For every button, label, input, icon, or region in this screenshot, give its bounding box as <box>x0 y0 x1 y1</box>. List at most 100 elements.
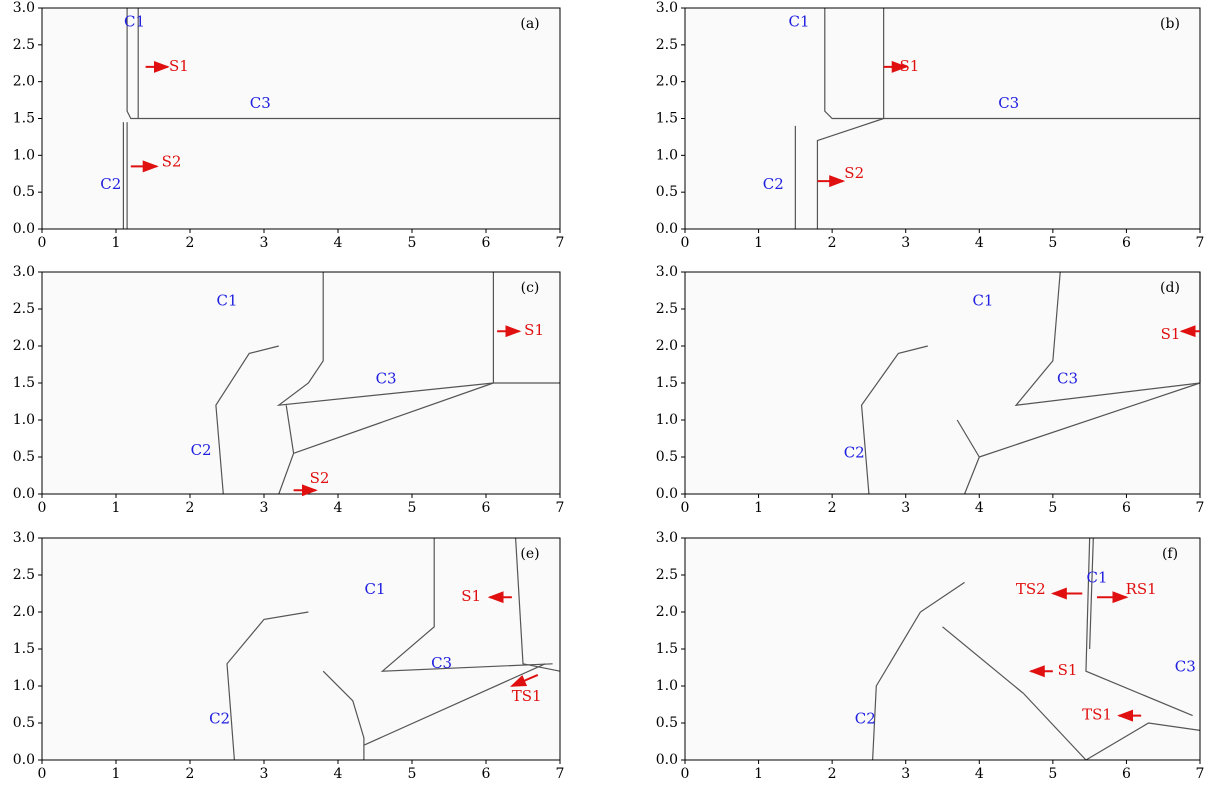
flow-feature <box>1085 537 1193 717</box>
x-tick-label: 5 <box>1048 766 1057 782</box>
x-tick-label: 7 <box>556 500 565 516</box>
y-tick-label: 3.0 <box>656 0 678 16</box>
flow-feature <box>293 382 494 454</box>
x-tick-label: 4 <box>334 500 343 516</box>
y-tick-label: 3.0 <box>656 264 678 280</box>
x-tick-label: 0 <box>681 235 690 251</box>
annotation: S1 <box>1161 325 1181 343</box>
x-tick-label: 2 <box>186 500 195 516</box>
x-tick-label: 0 <box>38 766 47 782</box>
y-tick-label: 1.0 <box>13 147 35 163</box>
annotation: TS1 <box>1082 706 1112 724</box>
flow-feature <box>1022 692 1087 761</box>
y-tick-label: 2.0 <box>656 604 678 620</box>
x-tick-label: 0 <box>38 500 47 516</box>
panel: 0 1 2 3 4 5 6 7 0.0 0.5 1.0 1.5 2.0 2.5 3.0 (e) C1 S1 C3 TS… <box>13 530 565 782</box>
x-tick-label: 7 <box>1196 235 1205 251</box>
flow-feature <box>380 538 553 672</box>
annotation: C3 <box>376 369 397 387</box>
x-tick-label: 4 <box>334 766 343 782</box>
y-tick-label: 0.0 <box>656 221 678 237</box>
x-tick-label: 4 <box>975 235 984 251</box>
panel-label: (a) <box>520 16 539 32</box>
x-tick-label: 4 <box>334 235 343 251</box>
y-tick-label: 1.0 <box>13 412 35 428</box>
y-tick-label: 0.5 <box>656 449 678 465</box>
annotation: C2 <box>209 709 230 727</box>
flow-feature <box>860 345 928 495</box>
y-tick-label: 3.0 <box>13 264 35 280</box>
flow-feature <box>979 382 1201 458</box>
annotation: C2 <box>763 175 784 193</box>
y-tick-label: 2.5 <box>13 37 35 53</box>
x-tick-label: 2 <box>828 235 837 251</box>
y-tick-label: 2.5 <box>656 37 678 53</box>
y-tick-label: 1.5 <box>656 641 678 657</box>
annotation: C3 <box>431 654 452 672</box>
y-tick-label: 0.0 <box>656 486 678 502</box>
flow-feature <box>1085 722 1201 761</box>
annotation: C3 <box>1175 658 1196 676</box>
x-tick-label: 6 <box>482 766 491 782</box>
x-tick-label: 3 <box>260 500 269 516</box>
y-tick-label: 2.0 <box>13 74 35 90</box>
annotation: C3 <box>250 94 271 112</box>
annotation: C1 <box>1086 569 1107 587</box>
x-tick-label: 3 <box>901 235 910 251</box>
annotation: S2 <box>844 164 864 182</box>
x-tick-label: 0 <box>38 235 47 251</box>
panel-label: (c) <box>521 280 540 296</box>
y-tick-label: 2.0 <box>13 604 35 620</box>
plot-area <box>42 538 560 760</box>
x-tick-label: 5 <box>408 500 417 516</box>
annotation: S2 <box>162 153 182 171</box>
plot-area <box>685 538 1200 760</box>
panel-label: (e) <box>520 546 539 562</box>
annotation: C2 <box>100 175 121 193</box>
annotation: S1 <box>1058 661 1078 679</box>
panel: 0 1 2 3 4 5 6 7 0.0 0.5 1.0 1.5 2.0 2.5 3.0 (a) C1 S1 C3 S2… <box>13 0 565 251</box>
annotation: S1 <box>169 57 189 75</box>
panel-label: (d) <box>1160 280 1180 296</box>
flow-feature <box>824 8 1200 120</box>
x-tick-label: 7 <box>556 235 565 251</box>
y-tick-label: 2.0 <box>13 338 35 354</box>
annotation: C1 <box>216 292 237 310</box>
x-tick-label: 6 <box>1122 500 1131 516</box>
y-tick-label: 0.0 <box>13 221 35 237</box>
x-tick-label: 5 <box>1048 500 1057 516</box>
y-tick-label: 3.0 <box>656 530 678 546</box>
y-tick-label: 1.0 <box>13 678 35 694</box>
x-tick-label: 5 <box>1048 235 1057 251</box>
flow-feature <box>215 345 279 495</box>
y-tick-label: 0.5 <box>13 715 35 731</box>
x-tick-label: 0 <box>681 766 690 782</box>
x-tick-label: 2 <box>828 500 837 516</box>
y-tick-label: 0.0 <box>656 752 678 768</box>
annotation: C2 <box>191 441 212 459</box>
panel: 0 1 2 3 4 5 6 70.00.51.01.52.02.53.0(b)C1S1C3S2… <box>656 0 1205 251</box>
annotation: C3 <box>998 94 1019 112</box>
x-tick-label: 7 <box>556 766 565 782</box>
annotation: C3 <box>1057 369 1078 387</box>
annotation: C2 <box>855 709 876 727</box>
y-tick-label: 1.0 <box>656 412 678 428</box>
flow-feature <box>515 537 561 672</box>
y-tick-label: 1.5 <box>13 111 35 127</box>
annotation: C1 <box>124 13 145 31</box>
panel-label: (f) <box>1162 546 1178 562</box>
x-tick-label: 1 <box>112 235 121 251</box>
x-tick-label: 3 <box>901 766 910 782</box>
x-tick-label: 4 <box>975 766 984 782</box>
flow-feature <box>226 611 309 761</box>
x-tick-label: 7 <box>1196 500 1205 516</box>
y-tick-label: 2.5 <box>13 301 35 317</box>
y-tick-label: 1.5 <box>13 375 35 391</box>
x-tick-label: 3 <box>260 235 269 251</box>
annotation: S1 <box>461 587 481 605</box>
plot-area <box>42 272 560 494</box>
annotation: S2 <box>310 469 330 487</box>
annotation: TS1 <box>512 687 542 705</box>
x-tick-label: 3 <box>901 500 910 516</box>
